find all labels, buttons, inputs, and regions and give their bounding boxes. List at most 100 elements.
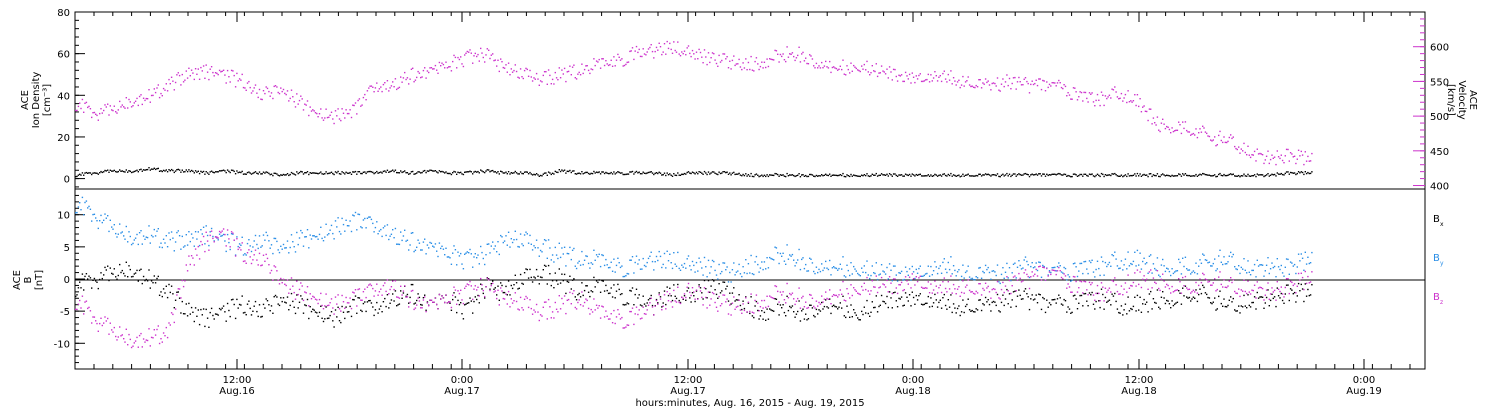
- density-point: [1248, 175, 1250, 177]
- density-point: [863, 174, 865, 176]
- Bx-point: [388, 307, 390, 309]
- density-point: [298, 171, 301, 174]
- By-point: [1104, 261, 1107, 264]
- By-point: [88, 205, 90, 208]
- Bx-point: [622, 303, 624, 306]
- Bz-point: [710, 298, 712, 300]
- Bx-point: [346, 311, 349, 313]
- velocity-point: [912, 76, 915, 78]
- By-point: [1251, 269, 1253, 272]
- density-point: [513, 172, 515, 174]
- velocity-point: [967, 76, 969, 78]
- By-point: [602, 254, 604, 257]
- velocity-point: [1180, 132, 1183, 135]
- Bx-point: [81, 273, 84, 275]
- By-point: [1008, 267, 1011, 269]
- Bx-point: [518, 287, 520, 289]
- density-point: [488, 169, 490, 171]
- Bz-point: [1111, 279, 1113, 282]
- Bz-point: [859, 293, 861, 296]
- density-point: [324, 173, 326, 175]
- Bz-point: [493, 291, 495, 293]
- density-point: [1039, 173, 1041, 175]
- Bz-point: [313, 296, 315, 298]
- velocity-point: [959, 86, 961, 89]
- By-point: [533, 245, 535, 247]
- By-point: [1235, 268, 1237, 270]
- density-point: [930, 174, 932, 176]
- By-point: [719, 272, 722, 275]
- density-point: [991, 174, 993, 176]
- By-point: [639, 268, 642, 270]
- density-point: [781, 174, 783, 176]
- By-point: [129, 235, 131, 238]
- Bx-point: [232, 298, 234, 301]
- velocity-point: [240, 79, 242, 81]
- legend-subscript-y: y: [1440, 260, 1444, 267]
- Bx-point: [289, 304, 291, 307]
- velocity-point: [1263, 162, 1265, 165]
- velocity-point: [823, 65, 826, 67]
- velocity-point: [665, 53, 667, 55]
- velocity-point: [955, 84, 957, 86]
- velocity-point: [1152, 117, 1155, 119]
- Bz-point: [332, 307, 334, 309]
- velocity-point: [111, 109, 113, 111]
- Bx-point: [497, 285, 499, 287]
- Bz-point: [386, 279, 389, 281]
- velocity-point: [888, 66, 891, 68]
- By-point: [417, 239, 419, 241]
- velocity-point: [224, 74, 226, 76]
- Bx-point: [1008, 293, 1011, 295]
- velocity-point: [638, 48, 640, 51]
- velocity-point: [400, 76, 402, 78]
- By-point: [614, 271, 616, 273]
- velocity-point: [1195, 128, 1197, 130]
- By-point: [1148, 255, 1151, 257]
- Bz-point: [1034, 273, 1036, 275]
- Bz-point: [436, 303, 438, 306]
- Bz-point: [834, 294, 836, 297]
- velocity-point: [99, 112, 101, 115]
- velocity-point: [364, 93, 366, 96]
- By-point: [124, 238, 126, 240]
- Bx-point: [325, 306, 327, 308]
- Bx-point: [1103, 308, 1105, 310]
- By-point: [234, 254, 237, 256]
- By-point: [196, 238, 198, 240]
- By-point: [264, 239, 266, 241]
- By-point: [550, 259, 552, 261]
- density-point: [904, 173, 907, 175]
- Bx-point: [906, 296, 908, 298]
- velocity-point: [685, 54, 687, 56]
- By-point: [320, 226, 322, 228]
- Bx-point: [561, 273, 563, 275]
- density-point: [433, 170, 435, 172]
- density-point: [721, 172, 723, 174]
- Bx-point: [236, 298, 238, 301]
- velocity-point: [951, 83, 953, 85]
- top-right-axis-label-line-1: ACE: [1467, 90, 1478, 110]
- velocity-point: [814, 67, 816, 69]
- Bx-point: [1244, 305, 1246, 307]
- density-point: [489, 171, 491, 173]
- Bx-point: [610, 287, 612, 289]
- Bz-point: [719, 305, 722, 307]
- Bz-point: [631, 307, 634, 309]
- velocity-point: [1024, 77, 1027, 79]
- Bx-point: [386, 294, 389, 296]
- Bz-point: [1026, 273, 1028, 276]
- velocity-point: [134, 100, 137, 102]
- velocity-point: [932, 77, 935, 79]
- By-point: [797, 259, 799, 261]
- Bx-point: [212, 314, 214, 317]
- By-point: [739, 273, 742, 275]
- Bz-point: [1235, 292, 1237, 294]
- density-point: [911, 173, 913, 175]
- velocity-point: [365, 99, 367, 101]
- Bz-point: [614, 322, 616, 325]
- Bx-point: [858, 319, 860, 321]
- density-point: [369, 170, 371, 173]
- Bx-point: [750, 296, 752, 298]
- density-point: [795, 175, 798, 177]
